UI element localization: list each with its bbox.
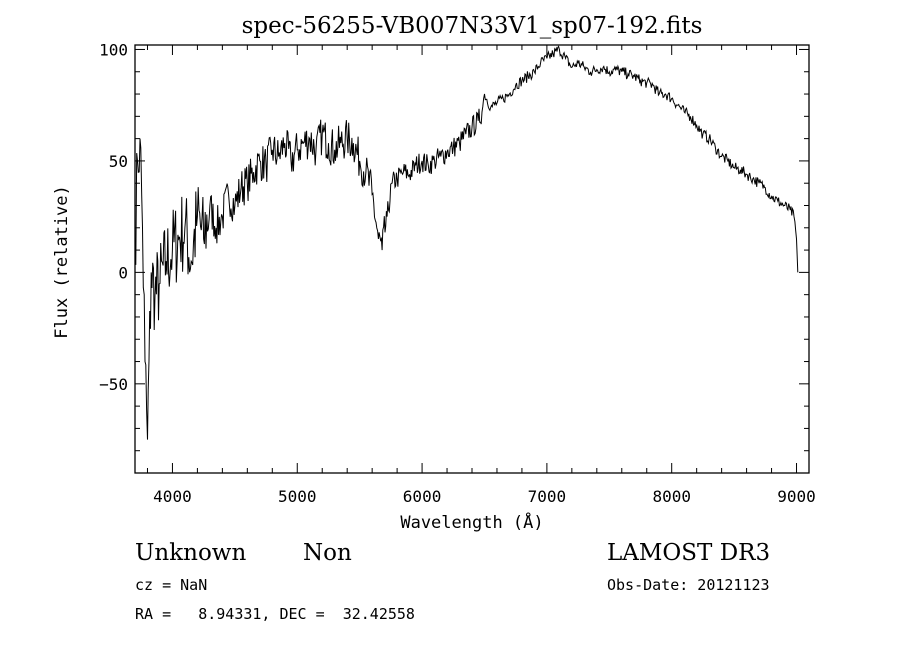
x-tick-label: 9000	[777, 487, 816, 506]
x-axis-label: Wavelength (Å)	[400, 511, 543, 533]
object-subclass: Non	[303, 540, 352, 566]
chart-title: spec-56255-VB007N33V1_sp07-192.fits	[242, 13, 703, 39]
flux-series-line	[134, 45, 799, 440]
y-tick-label: −50	[99, 375, 128, 394]
coordinates-label: RA = 8.94331, DEC = 32.42558	[135, 605, 415, 623]
x-tick-label: 8000	[652, 487, 691, 506]
y-axis-label: Flux (relative)	[52, 185, 72, 339]
x-tick-label: 4000	[153, 487, 192, 506]
x-tick-label: 7000	[528, 487, 567, 506]
obs-date-label: Obs-Date: 20121123	[607, 576, 770, 594]
y-tick-label: 0	[118, 263, 128, 282]
object-class: Unknown	[135, 540, 246, 566]
y-tick-label: 100	[99, 40, 128, 59]
x-tick-label: 5000	[278, 487, 317, 506]
plot-frame	[134, 44, 810, 474]
x-axis-ticks: 4000 5000 6000 7000 8000 9000	[146, 45, 816, 506]
redshift-label: cz = NaN	[135, 576, 207, 594]
y-axis-ticks: −50 0 50 100	[99, 40, 809, 452]
survey-label: LAMOST DR3	[607, 540, 770, 566]
y-tick-label: 50	[109, 152, 128, 171]
x-tick-label: 6000	[403, 487, 442, 506]
